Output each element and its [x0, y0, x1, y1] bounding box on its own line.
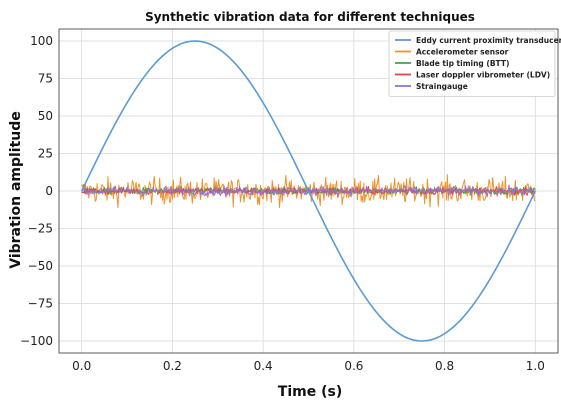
legend-label: Blade tip timing (BTT): [416, 59, 509, 68]
legend-label: Laser doppler vibrometer (LDV): [416, 71, 550, 80]
y-tick-label: 75: [38, 72, 53, 86]
x-axis-title: Time (s): [278, 384, 342, 400]
y-tick-label: −75: [28, 297, 53, 311]
y-tick-label: −100: [20, 334, 53, 348]
legend-box: [388, 30, 556, 97]
y-tick-label: 0: [45, 184, 53, 198]
x-tick-label: 0.8: [435, 359, 454, 373]
plot-frame: [58, 28, 559, 354]
x-tick-label: 0.4: [254, 359, 273, 373]
x-tick-labels: 0.0 0.2 0.4 0.6 0.8 1.0: [72, 359, 545, 373]
legend-label: Eddy current proximity transducers: [416, 36, 561, 45]
legend: Eddy current proximity transducers Accele…: [388, 30, 561, 97]
x-tick-label: 0.0: [72, 359, 91, 373]
chart-title: Synthetic vibration data for different t…: [145, 10, 475, 24]
series-line-0: [80, 40, 537, 342]
y-tick-label: −50: [28, 259, 53, 273]
legend-label: Straingauge: [416, 82, 468, 91]
x-tick-label: 1.0: [526, 359, 545, 373]
x-tick-label: 0.6: [344, 359, 363, 373]
x-tick-label: 0.2: [163, 359, 182, 373]
y-tick-label: 50: [38, 109, 53, 123]
legend-label: Accelerometer sensor: [416, 48, 509, 57]
series-layer: [80, 40, 537, 342]
y-tick-label: 25: [38, 147, 53, 161]
y-tick-labels: 100 75 50 25 0 −25 −50 −75 −100: [20, 34, 53, 348]
y-tick-label: 100: [30, 34, 53, 48]
y-axis-title: Vibration amplitude: [8, 111, 24, 269]
y-tick-label: −25: [28, 222, 53, 236]
